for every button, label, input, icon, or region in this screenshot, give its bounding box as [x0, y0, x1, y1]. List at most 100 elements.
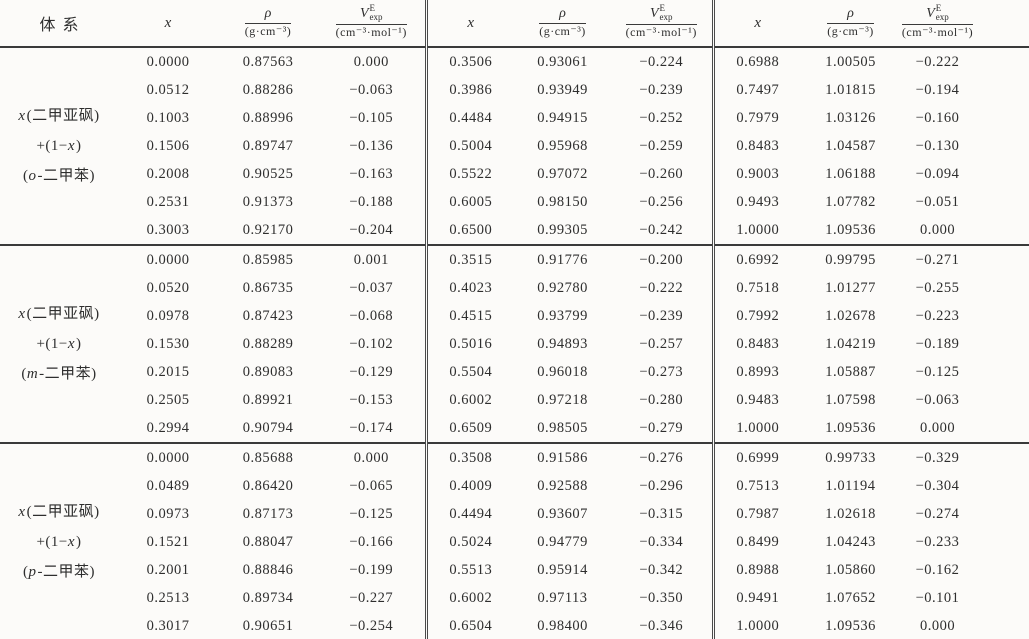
excess-volume-value: 0.001: [318, 244, 426, 274]
table-row: 0.2001 0.88846 −0.199 0.5513 0.95914 −0.342 0.…: [0, 556, 1029, 584]
system-label-line: (m-二甲苯): [21, 366, 97, 382]
excess-volume-value: −0.239: [639, 81, 684, 98]
header-density-1: ρ (g·cm⁻³): [218, 0, 318, 48]
x-value: 0.0489: [146, 477, 190, 494]
density-value: 0.88286: [242, 81, 294, 98]
x-value: 0.6002: [424, 386, 514, 414]
x-value: 0.8499: [711, 528, 801, 556]
excess-volume-value: −0.200: [611, 244, 713, 274]
excess-volume-value: −0.342: [639, 561, 684, 578]
excess-volume-value: −0.304: [915, 477, 960, 494]
density-value: 1.04219: [825, 335, 876, 352]
x-value: 0.5024: [424, 528, 514, 556]
density-value: 0.89921: [242, 391, 294, 408]
excess-volume-value: −0.130: [915, 137, 960, 154]
system-label-line: x(二甲亚砜): [18, 108, 100, 124]
x-value: 0.7497: [711, 76, 801, 104]
excess-volume-value: −0.136: [349, 137, 394, 154]
x-value: 0.0973: [146, 505, 190, 522]
x-value: 0.3515: [424, 244, 514, 274]
density-value: 0.85985: [218, 244, 318, 274]
x-value: 0.2513: [146, 589, 190, 606]
x-value: 0.0512: [146, 81, 190, 98]
excess-volume-value: −0.199: [349, 561, 394, 578]
x-value: 0.2008: [146, 165, 190, 182]
x-value: 0.8483: [711, 132, 801, 160]
density-value: 0.97218: [537, 391, 588, 408]
density-value: 1.09536: [825, 617, 876, 634]
x-value: 0.3003: [146, 221, 190, 238]
excess-volume-value: 0.000: [919, 617, 956, 634]
density-value: 1.01815: [825, 81, 876, 98]
excess-volume-value: −0.296: [639, 477, 684, 494]
density-value: 0.90651: [242, 617, 294, 634]
excess-volume-value: −0.188: [349, 193, 394, 210]
x-value: 0.9483: [711, 386, 801, 414]
x-value: 0.5504: [424, 358, 514, 386]
excess-volume-value: 0.000: [318, 442, 426, 472]
x-value: 0.1003: [146, 109, 190, 126]
x-value: 0.2994: [146, 419, 190, 436]
x-value: 0.6988: [711, 47, 801, 76]
density-fraction: ρ (g·cm⁻³): [827, 5, 874, 39]
density-value: 0.89747: [242, 137, 294, 154]
density-value: 1.04243: [825, 533, 876, 550]
excess-volume-value: −0.273: [639, 363, 684, 380]
table-row: 0.0973 0.87173 −0.125 0.4494 0.93607 −0.315 0.…: [0, 500, 1029, 528]
density-value: 0.96018: [537, 363, 588, 380]
table-row: 0.1530 0.88289 −0.102 0.5016 0.94893 −0.257 0.…: [0, 330, 1029, 358]
x-value: 0.0000: [118, 442, 218, 472]
excess-volume-value: −0.065: [349, 477, 394, 494]
excess-volume-value: −0.063: [915, 391, 960, 408]
x-value: 0.1521: [146, 533, 190, 550]
excess-volume-value: −0.280: [639, 391, 684, 408]
x-value: 0.6500: [424, 216, 514, 245]
x-value: 0.7518: [711, 274, 801, 302]
x-value: 0.4484: [424, 104, 514, 132]
x-value: 0.9493: [711, 188, 801, 216]
density-value: 0.94915: [537, 109, 588, 126]
table-row: 0.3003 0.92170 −0.204 0.6500 0.99305 −0.242 1.…: [0, 216, 1029, 245]
excess-volume-value: −0.315: [639, 505, 684, 522]
density-value: 0.86735: [242, 279, 294, 296]
x-value: 0.5513: [424, 556, 514, 584]
x-value: 0.7513: [711, 472, 801, 500]
x-value: 0.4515: [424, 302, 514, 330]
excess-volume-value: −0.223: [915, 307, 960, 324]
system-label: x(二甲亚砜) +(1−x) (m-二甲苯): [0, 244, 118, 443]
density-value: 0.88289: [242, 335, 294, 352]
excess-volume-value: −0.334: [639, 533, 684, 550]
density-value: 0.93799: [537, 307, 588, 324]
density-value: 0.92170: [242, 221, 294, 238]
excess-volume-value: −0.194: [915, 81, 960, 98]
x-value: 1.0000: [711, 414, 801, 443]
header-system: 体系: [0, 0, 118, 48]
x-value: 0.4494: [424, 500, 514, 528]
density-value: 0.99305: [537, 221, 588, 238]
x-value: 0.3017: [146, 617, 190, 634]
excess-volume-value: 0.000: [919, 419, 956, 436]
excess-volume-value: −0.224: [639, 53, 684, 70]
system-label-line: +(1−x): [36, 534, 82, 550]
excess-volume-value: −0.252: [639, 109, 684, 126]
table-row: 0.0978 0.87423 −0.068 0.4515 0.93799 −0.239 0.…: [0, 302, 1029, 330]
system-label-line: (o-二甲苯): [23, 168, 95, 184]
x-value: 0.3506: [424, 47, 514, 76]
x-value: 0.0000: [146, 53, 190, 70]
density-value: 0.98150: [537, 193, 588, 210]
table-row: 0.2994 0.90794 −0.174 0.6509 0.98505 −0.279 1.…: [0, 414, 1029, 443]
excess-volume-value: −0.174: [349, 419, 394, 436]
density-value: 1.01194: [825, 477, 876, 494]
table-row: 0.2505 0.89921 −0.153 0.6002 0.97218 −0.280 0.…: [0, 386, 1029, 414]
density-value: 0.92780: [537, 279, 588, 296]
x-value: 0.8993: [711, 358, 801, 386]
density-value: 1.07598: [825, 391, 876, 408]
excess-volume-value: −0.274: [915, 505, 960, 522]
excess-volume-value: −0.129: [349, 363, 394, 380]
